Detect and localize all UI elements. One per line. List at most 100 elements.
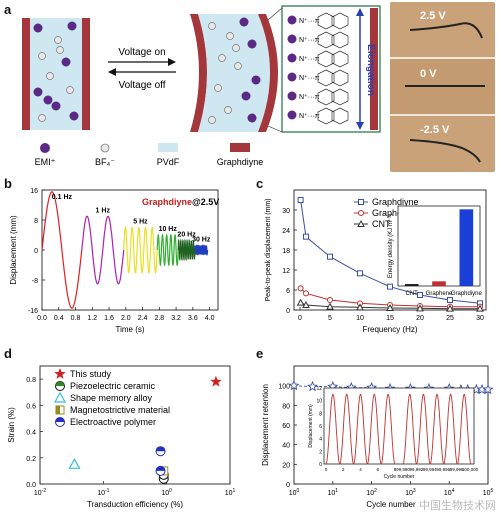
inset-y-tick: 4 xyxy=(319,437,322,443)
panel-a-schematic: Voltage on Voltage off N⁺···πN⁺···πN⁺···… xyxy=(22,5,381,167)
bent-electrode-left xyxy=(190,14,207,132)
voltage-off-label: Voltage off xyxy=(118,80,165,91)
y-tick-label: 0.6 xyxy=(26,403,36,410)
inset-y-tick: 2 xyxy=(319,449,322,455)
x-tick-label: 100 xyxy=(161,488,172,497)
point-Graphdiyne xyxy=(357,270,363,277)
panel-label-d: d xyxy=(4,346,12,361)
legend-marker xyxy=(53,391,67,403)
elongation-label: Elongation xyxy=(365,44,376,96)
y-tick-label: 100 xyxy=(278,384,290,391)
bf4-ion xyxy=(54,36,62,44)
legend-label: CNT xyxy=(372,219,391,229)
legend-bf4-label: BF₄⁻ xyxy=(95,157,115,167)
emi-ion xyxy=(247,39,257,49)
x-tick-label: 30 xyxy=(476,315,484,322)
x-axis-label: Cycle number xyxy=(366,500,416,509)
x-tick-label: 0.4 xyxy=(54,315,64,322)
y-tick-label: 0.0 xyxy=(26,482,36,489)
legend-label: Graphdiyne xyxy=(372,197,419,207)
ion-cloud-bent xyxy=(208,17,261,124)
y-tick-label: 30 xyxy=(282,208,290,215)
point-CNT xyxy=(326,302,334,310)
x-tick-label: 10-1 xyxy=(97,488,109,497)
x-tick-label: 10-2 xyxy=(34,488,46,497)
point-This-study xyxy=(210,375,222,387)
point-Graphene xyxy=(327,297,333,303)
x-tick-label: 102 xyxy=(366,488,377,497)
point-CNT xyxy=(386,303,394,311)
x-tick-label: 104 xyxy=(444,488,455,497)
panel-label-c: c xyxy=(256,176,264,191)
freq-label: 1 Hz xyxy=(96,207,111,214)
legend-emi-marker xyxy=(40,143,50,153)
emi-ion xyxy=(241,91,251,101)
legend-label: This study xyxy=(70,369,112,379)
y-tick-label: 0 xyxy=(34,248,38,255)
panel-label-b: b xyxy=(4,176,12,191)
legend-marker-fill xyxy=(56,406,60,414)
point-Graphdiyne xyxy=(417,292,423,298)
legend-label: Electroactive polymer xyxy=(70,417,156,427)
legend-marker xyxy=(54,368,66,379)
y-axis-label: Strain (%) xyxy=(7,407,16,443)
bf4-ion xyxy=(208,22,216,30)
graphdiyne-electrode-left xyxy=(22,18,30,130)
x-tick-label: 4.0 xyxy=(205,315,215,322)
inset-y-tick: 6 xyxy=(319,424,322,430)
legend-pvdf-marker xyxy=(158,143,178,152)
graphdiyne-electrode-right xyxy=(82,18,90,130)
x-tick-label: 101 xyxy=(328,488,339,497)
emi-ion xyxy=(43,95,53,105)
point-Graphene xyxy=(303,290,309,297)
y-tick-label: 40 xyxy=(282,443,290,450)
y-tick-label: 6 xyxy=(286,288,290,295)
point-Electroactive-polymer-fill xyxy=(156,446,166,452)
freq-label: 30 Hz xyxy=(192,237,211,244)
emi-ion xyxy=(287,110,297,120)
x-tick-label: 10 xyxy=(356,315,364,322)
bf4-ion xyxy=(66,86,74,94)
ion-pi-label: N⁺···π xyxy=(299,56,320,63)
bf4-ion xyxy=(38,114,46,122)
photo-volt-pos: 2.5 V xyxy=(420,10,446,22)
bf4-ion xyxy=(234,62,242,70)
y-tick-label: 12 xyxy=(282,268,290,275)
series-line-20-Hz xyxy=(177,238,196,262)
emi-ion xyxy=(287,34,297,44)
y-tick-label: 0 xyxy=(286,482,290,489)
x-tick-label: 101 xyxy=(225,488,236,497)
legend-emi-label: EMI⁺ xyxy=(35,157,56,167)
series-line-Graphene xyxy=(300,287,480,308)
x-tick-label: 105 xyxy=(483,488,494,497)
lattice-hex xyxy=(331,69,349,87)
watermark: 中国生物技术网 xyxy=(419,500,496,512)
lattice-hex xyxy=(317,107,335,125)
ion-cloud-flat xyxy=(33,21,79,122)
y-tick-label: 80 xyxy=(282,403,290,410)
point-Graphdiyne xyxy=(303,233,309,240)
legend-label: Magnetostrictive material xyxy=(70,405,170,415)
zoom-inset xyxy=(281,5,381,133)
x-tick-label: 1.2 xyxy=(87,315,97,322)
bf4-ion xyxy=(38,52,46,60)
panel-label-e: e xyxy=(256,346,264,361)
chart-b-displacement: -16 -8 0 8 16 0.0 0.4 0.8 1.2 1.6 2.0 2.4 2.8 3.2 3.6 4… xyxy=(9,188,219,334)
ion-pi-label: N⁺···π xyxy=(299,37,320,44)
series-line-30-Hz xyxy=(194,244,209,256)
y-tick-label: 60 xyxy=(282,423,290,430)
actuator-bent-up xyxy=(409,22,483,39)
series-line-10-Hz xyxy=(156,233,179,267)
y-axis-label: Peak-to-peak displacement (mm) xyxy=(265,198,272,301)
inset-cat-label: CNT xyxy=(405,291,418,297)
point-Graphdiyne xyxy=(327,253,333,260)
bf4-ion xyxy=(226,32,234,40)
y-tick-label: 20 xyxy=(282,462,290,469)
point-CNT xyxy=(302,300,310,308)
y-tick-label: 8 xyxy=(34,218,38,225)
ion-pi-label: N⁺···π xyxy=(299,18,320,25)
legend-marker-fill xyxy=(55,417,65,422)
x-axis-label: Time (s) xyxy=(115,325,144,334)
bf4-ion xyxy=(218,54,226,62)
freq-label: 5 Hz xyxy=(133,219,148,226)
